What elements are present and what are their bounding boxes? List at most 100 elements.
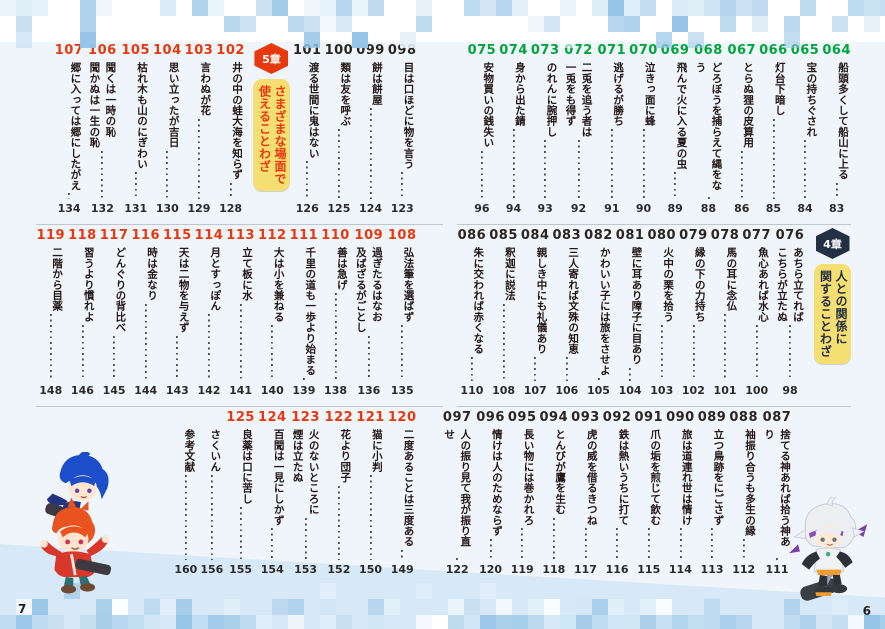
toc-entry: 088 袖振り合うも多生の縁 112 [729,410,758,577]
entry-title-line: 参考文献 [183,429,196,472]
chapter-badge-label-line: 関することわざ [818,270,833,358]
dot-leader [200,474,224,560]
entry-title: 縁の下の力持ち [679,247,708,322]
dot-leader [507,528,537,560]
entry-number: 114 [194,228,224,243]
dot-leader [467,150,497,199]
entry-title-line: のれんに腕押し [545,62,558,137]
entry-title: 百聞は一見にしかず [258,429,287,525]
dot-leader [697,528,727,560]
toc-entry: 109 過ぎたるはなお 及ばざるがごとし 136 [352,228,385,398]
entry-page-number: 155 [229,563,253,576]
entry-title: 情けは人のためならず [476,429,505,536]
entry-title: 長い物には巻かれろ [508,429,537,525]
entry-page-number: 116 [605,563,629,576]
mosaic-square [752,16,768,32]
entry-title-line: 宝の持ちぐされ [805,62,818,137]
entry-title: 二兎を追う者は 一兎をも得ず [563,62,595,137]
entry-number: 068 [694,43,723,58]
entry-page-number: 85 [765,202,782,215]
entry-page-number: 130 [155,202,179,215]
dot-leader [99,335,129,381]
entry-title-line: 火中の栗を拾う [662,247,675,322]
dot-leader [387,549,417,560]
toc-entry: 085 釈迦に説法 108 [489,228,518,398]
entry-title: あちら立てれば こちらが立たぬ [774,247,806,322]
entry-title: 釈迦に説法 [489,247,518,301]
entry-title: 馬の耳に念仏 [711,247,740,311]
entry-number: 072 [564,43,593,58]
dot-leader [602,528,632,560]
entry-number: 078 [710,228,740,243]
toc-entry: 111 千里の道も一歩より始まる 139 [289,228,319,398]
mosaic-square [544,16,560,32]
entry-title: 千里の道も一歩より始まる [290,247,319,375]
entry-title-line: 爪の垢を煎じて飲む [649,429,662,526]
entry-title-line: 人の振り見て我が振り直せ [443,429,472,547]
dot-leader [324,485,354,560]
entry-title-line: 大は小を兼ねる [272,247,285,322]
entry-title: 思い立ったが吉日 [153,62,182,148]
entry-title: 旅は道連れ世は情け [666,429,695,525]
mosaic-square [768,0,784,16]
mosaic-square [368,0,384,16]
dot-leader [174,474,198,560]
entry-title-line: 朱に交われば赤くなる [472,247,485,354]
entry-number: 100 [324,43,354,58]
entry-number: 110 [321,228,350,243]
dot-leader [257,528,287,560]
entry-title-line: 馬の耳に念仏 [725,247,738,312]
entry-title-line: 壁に耳あり障子に目あり [630,247,643,365]
entry-title-line: 習うより慣れよ [82,247,95,322]
entry-title: 二度あることは三度ある [388,429,417,547]
entry-number: 083 [552,228,582,243]
entry-title: 時は金なり [131,247,160,301]
dot-leader [292,161,322,199]
mosaic-square [832,16,848,32]
entry-number: 120 [387,410,417,425]
toc-entry: 079 縁の下の力持ち 102 [679,228,708,398]
entry-page-number: 154 [260,563,284,576]
page-7: 098 目は口ほどに物を言う 123 099 餅は餅屋 124 100 類は友を呼ぶ 125 10… [0,40,443,587]
entry-number: 084 [520,228,550,243]
entry-title: とらぬ狸の皮算用 [727,62,756,148]
mosaic-square [192,0,208,16]
entry-title: 捨てる神あれば拾う神あり [761,429,793,555]
mosaic-square [480,0,496,16]
entry-number: 117 [99,228,129,243]
entry-number: 097 [442,410,472,425]
entry-title: 猫に小判 [356,429,385,472]
toc-entry: 078 馬の耳に念仏 101 [710,228,740,398]
dot-leader [289,517,322,560]
entry-title-line: 煙は立たぬ [291,429,304,483]
toc-entry: 125 良薬は口に苦し 155 [226,410,255,577]
toc-entry: 124 百聞は一見にしかず 154 [257,410,287,577]
entry-page-number: 146 [70,384,94,397]
entry-number: 073 [530,43,560,58]
chapter-badge-hexagon: 5章 [254,43,289,74]
dot-leader [615,367,645,381]
mosaic-square [304,0,320,16]
toc-entry: 116 時は金なり 144 [131,228,161,398]
dot-leader [520,357,550,381]
entry-title-line: 釈迦に説法 [503,247,516,301]
chapter-badge-label-line: さまざまな場面で [272,85,287,185]
toc-entry: 091 爪の垢を煎じて飲む 115 [634,410,664,577]
entry-title: 二階から目薬 [36,247,65,311]
entry-title-line: 時は金なり [146,247,159,301]
mosaic-square [496,0,512,16]
dot-leader [54,193,84,199]
dot-leader [790,139,820,199]
folio-page-number-left: 7 [18,602,27,616]
entry-number: 101 [292,43,322,58]
entry-page-number: 100 [745,384,769,397]
entry-page-number: 156 [200,563,224,576]
mosaic-square [304,16,320,32]
entry-page-number: 94 [505,202,522,215]
entry-title-line: 二階から目薬 [51,247,64,312]
entry-page-number: 122 [445,563,469,576]
entry-title-line: 百聞は一見にしかず [272,429,285,526]
mosaic-square [512,0,528,16]
entry-page-number: 118 [542,563,566,576]
toc-entry: 077 魚心あれば水心 100 [742,228,771,398]
